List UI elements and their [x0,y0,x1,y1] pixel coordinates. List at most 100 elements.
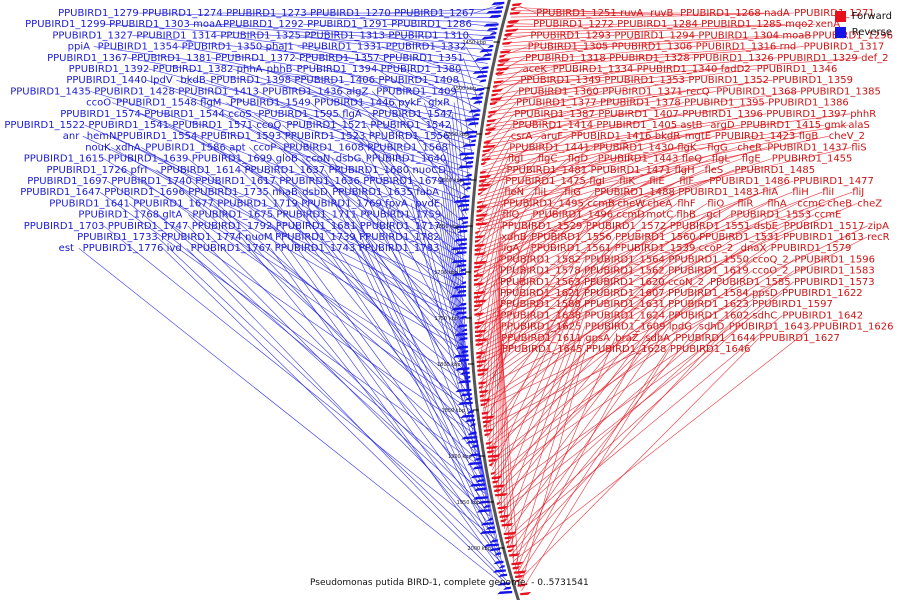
forward-gene-feature [475,235,486,239]
label-leader-line [510,326,670,552]
forward-gene-feature [474,303,484,308]
forward-gene-feature [509,11,521,15]
forward-gene-feature [478,187,488,192]
tick-label: 1450 kbp [463,40,487,46]
reverse-gene-label: PPUBIRD1_1776 [83,243,164,254]
forward-gene-feature [502,41,513,45]
forward-gene-label: rnd [780,42,797,53]
label-leader-line [500,337,515,565]
reverse-gene-feature [468,453,480,457]
label-leader-line [141,147,466,348]
reverse-gene-feature [460,182,471,186]
forward-gene-label: aruF [541,131,564,142]
label-leader-line [501,35,813,54]
reverse-gene-label: PPUBIRD1_1747 [108,221,189,232]
label-leader-line [90,91,468,206]
reverse-gene-label: nhaB [272,187,298,198]
forward-gene-label: PPUBIRD1_1317 [804,42,885,53]
label-leader-line [479,214,647,376]
reverse-gene-feature [487,44,494,49]
reverse-gene-feature [472,466,483,470]
reverse-gene-label: nouK [85,142,111,153]
forward-gene-feature [474,312,485,316]
label-leader-line [491,270,501,467]
label-leader-line [509,23,534,25]
tick-label: 1500 kbp [453,86,477,92]
reverse-gene-label: gltA [162,210,182,221]
label-leader-line [270,248,506,576]
reverse-gene-label: PPUBIRD1_1717 [360,221,441,232]
label-leader-line [356,214,488,503]
label-leader-line [512,10,651,14]
forward-gene-feature [483,140,492,144]
forward-gene-feature [487,454,501,458]
forward-gene-feature [474,299,488,303]
forward-gene-label: motC [646,210,673,221]
reverse-gene-label: PPUBIRD1_1428 [94,86,175,97]
forward-gene-feature [474,273,485,278]
label-leader-line [475,180,710,295]
label-leader-line [477,147,678,220]
reverse-gene-label: ccoO [86,98,111,109]
reverse-gene-label: PPUBIRD1_1523 [285,131,366,142]
label-leader-line [480,135,541,191]
label-leader-line [478,203,798,357]
label-leader-line [493,68,637,96]
reverse-gene-label: PPUBIRD1_1696 [104,187,185,198]
forward-gene-feature [499,514,511,518]
forward-gene-feature [479,174,492,179]
label-leader-line [489,79,773,116]
forward-gene-feature [488,458,498,462]
reverse-gene-feature [457,358,469,363]
forward-gene-label: recR [867,232,890,243]
reverse-gene-label: PPUBIRD1_1647 [20,187,101,198]
reverse-gene-feature [463,130,478,135]
forward-gene-label: astB [680,120,702,131]
label-leader-line [187,158,469,380]
forward-gene-label: PPUBIRD1_1305 [528,42,609,53]
reverse-gene-label: PPUBIRD1_1291 [307,19,388,30]
label-leader-line [481,124,741,178]
forward-gene-label: fleQ [682,154,702,165]
reverse-gene-feature [489,547,501,552]
label-leader-line [476,169,591,266]
forward-gene-label: flgD [568,154,589,165]
label-leader-line [478,203,858,363]
forward-gene-feature [490,471,497,475]
label-leader-line [138,12,498,23]
forward-gene-feature [481,161,488,166]
forward-gene-label: PPUBIRD1_1414 [512,120,593,131]
reverse-gene-feature [454,332,468,337]
forward-gene-label: lpdG [669,322,692,333]
forward-gene-labels: PPUBIRD1_1251 ruvA ruvB PPUBIRD1_1268 nadAPP… [500,8,893,355]
forward-gene-feature [508,548,515,553]
label-leader-line [270,236,499,554]
forward-gene-label: ruvA [620,8,643,19]
forward-gene-label: phhR [850,109,876,120]
forward-gene-label: PPUBIRD1_1306 [612,42,693,53]
forward-gene-label: ccoP_2 [699,243,734,254]
reverse-gene-label: PPUBIRD1_1548 [116,98,197,109]
label-leader-line [477,203,708,347]
label-leader-line [483,236,502,412]
reverse-gene-feature [472,496,488,500]
forward-gene-label: flgK [677,142,697,153]
reverse-gene-label: PPUBIRD1_1593 [201,131,282,142]
label-leader-line [362,147,466,329]
forward-gene-label: PPUBIRD1_1397 [766,109,847,120]
forward-gene-feature [509,553,521,557]
reverse-gene-feature [497,590,513,595]
label-leader-line [503,35,699,47]
reverse-gene-feature [460,328,467,332]
label-leader-line [93,46,481,101]
reverse-gene-label: fpvA [385,198,408,209]
label-leader-line [303,23,494,37]
forward-gene-feature [479,394,486,398]
label-leader-line [518,337,760,582]
forward-gene-feature [482,419,492,424]
reverse-gene-label: PPUBIRD1_1617 [195,176,276,187]
forward-gene-label: flgL [712,154,731,165]
reverse-gene-label: PPUBIRD1_1544 [144,109,225,120]
forward-gene-feature [498,510,505,514]
forward-gene-label: PPUBIRD1_1359 [772,75,853,86]
